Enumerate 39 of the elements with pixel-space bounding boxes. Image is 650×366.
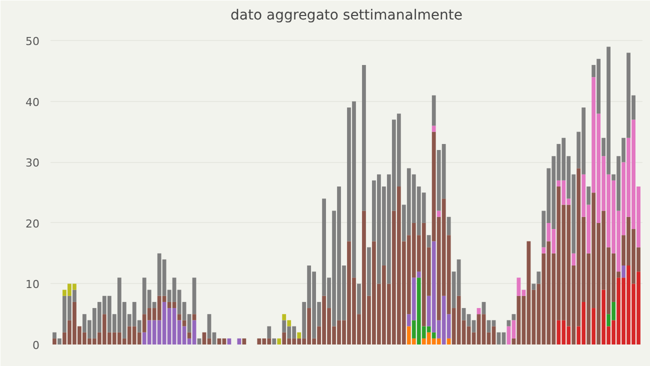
bar: [436, 210, 441, 217]
bar: [242, 338, 246, 344]
chart-title: dato aggregato settimanalmente: [230, 8, 462, 24]
y-tick-label: 40: [26, 96, 40, 109]
bar: [362, 64, 366, 211]
y-tick-label: 30: [26, 156, 40, 170]
bar: [506, 320, 511, 326]
y-tick-label: 20: [26, 217, 40, 230]
bar: [542, 247, 546, 254]
bar: [416, 272, 421, 278]
bar: [536, 272, 541, 284]
bar: [287, 320, 292, 326]
bar: [52, 332, 56, 338]
bar: [277, 338, 282, 344]
bar: [446, 216, 451, 236]
bar: [297, 332, 302, 338]
bar: [237, 338, 242, 344]
bar: [592, 308, 596, 344]
bar: [622, 266, 626, 278]
bar: [267, 326, 272, 338]
bar: [357, 284, 361, 314]
bar: [586, 186, 591, 205]
y-tick-label: 10: [26, 278, 40, 292]
y-tick-label: 50: [26, 35, 40, 48]
y-tick-label: 0: [32, 339, 40, 352]
bar: [272, 338, 276, 344]
bar: [367, 247, 371, 296]
bar: [432, 95, 436, 126]
bar: [58, 338, 62, 344]
bar: [192, 278, 196, 314]
bar: [432, 126, 436, 132]
bar: [532, 284, 536, 290]
bar: [432, 332, 436, 338]
bar: [426, 235, 431, 248]
bar: [182, 320, 186, 326]
bar: [52, 338, 56, 344]
bar: [572, 253, 576, 266]
bar: [282, 314, 286, 320]
bar: [446, 338, 451, 344]
